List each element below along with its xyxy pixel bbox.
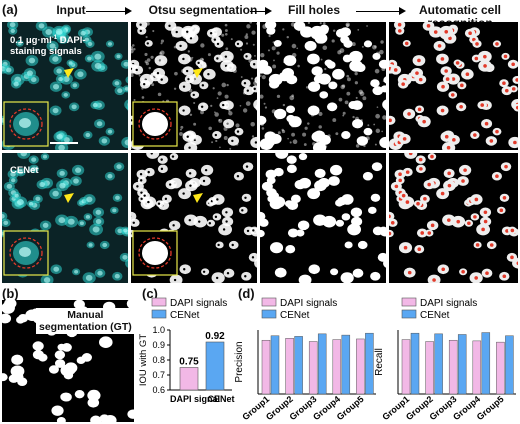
precision-ylabel: Precision — [234, 341, 245, 382]
fill-cenet-image — [260, 153, 386, 283]
iou-bar-1 — [205, 341, 225, 391]
panel-d-label: (d) — [238, 286, 255, 301]
recall-legend-label-0: DAPI signals — [420, 298, 477, 309]
arrow-2 — [250, 7, 272, 15]
precision-bar-0-1 — [285, 338, 294, 395]
iou-ytick-label-1: 0.7 — [152, 370, 165, 380]
iou-ytick-label-2: 0.8 — [152, 355, 165, 365]
recall-legend-label-1: CENet — [420, 310, 450, 321]
precision-bar-1-3 — [341, 334, 351, 395]
header-input: Input — [56, 3, 86, 17]
iou-legend-label-1: CENet — [170, 310, 200, 321]
recall-bar-0-1 — [425, 341, 434, 395]
iou-ytick-label-4: 1.0 — [152, 325, 165, 335]
precision-legend-swatch-1 — [261, 309, 277, 319]
manual-gt-line2: segmentation (GT) — [39, 321, 132, 333]
recall-bar-1-3 — [481, 332, 491, 395]
arrow-3 — [356, 7, 406, 15]
precision-legend-swatch-0 — [261, 297, 277, 307]
input-dapi-image — [2, 22, 128, 150]
row2-label: CENet — [10, 165, 39, 176]
iou-ytick-label-3: 0.9 — [152, 340, 165, 350]
panel-c-label: (c) — [142, 286, 158, 301]
panel-b-label: (b) — [2, 286, 19, 301]
recall-ylabel: Recall — [374, 348, 385, 376]
recall-bar-0-2 — [448, 339, 458, 395]
precision-legend-label-0: DAPI signals — [280, 298, 337, 309]
recall-bar-1-4 — [505, 335, 514, 395]
recognition-dapi-image — [389, 22, 518, 150]
recall-bar-1-2 — [457, 334, 467, 395]
precision-bar-1-2 — [317, 333, 327, 395]
precision-chart: PrecisionGroup1Group2Group3Group4Group5D… — [234, 297, 376, 422]
arrow-1 — [86, 7, 132, 15]
recall-bar-1-0 — [410, 332, 420, 395]
recall-bar-1-1 — [434, 333, 443, 395]
precision-bar-0-4 — [356, 338, 365, 395]
precision-bar-0-0 — [261, 339, 271, 395]
recall-legend-swatch-1 — [401, 309, 417, 319]
iou-ylabel: IOU with GT — [138, 334, 149, 386]
precision-bar-0-3 — [332, 339, 342, 395]
fill-dapi-image — [260, 22, 386, 150]
row1-label-text-b: DAPI- — [57, 35, 86, 47]
row1-label-sup: -1 — [51, 35, 58, 41]
panel-a-label: (a) — [2, 2, 18, 17]
recall-bar-0-3 — [472, 340, 482, 395]
manual-gt-line1: Manual — [67, 309, 104, 321]
precision-bar-1-0 — [270, 335, 280, 395]
header-otsu: Otsu segmentation — [148, 3, 258, 17]
iou-bar-0 — [179, 367, 199, 391]
iou-legend-swatch-0 — [151, 297, 167, 307]
precision-bar-1-1 — [294, 336, 303, 395]
input-cenet-image — [2, 153, 128, 283]
otsu-dapi-image — [131, 22, 257, 150]
recall-chart: RecallGroup1Group2Group3Group4Group5DAPI… — [374, 297, 516, 422]
iou-category-label-1: CENet — [207, 394, 234, 404]
iou-category-label-0: DAPI signal — [170, 394, 220, 404]
iou-legend-swatch-1 — [151, 309, 167, 319]
row1-label: 0.1 μg·ml-1 DAPI- staining signals — [10, 33, 86, 57]
recall-bar-0-4 — [496, 341, 505, 395]
precision-legend-label-1: CENet — [280, 310, 310, 321]
precision-bar-0-2 — [308, 341, 318, 395]
iou-legend-label-0: DAPI signals — [170, 298, 227, 309]
otsu-cenet-image — [131, 153, 257, 283]
recall-legend-swatch-0 — [401, 297, 417, 307]
precision-category-label-4: Group5 — [335, 394, 366, 422]
iou-value-label-0: 0.75 — [179, 357, 199, 368]
row1-label-line2: staining signals — [10, 46, 82, 58]
precision-bar-1-4 — [365, 332, 374, 395]
iou-value-label-1: 0.92 — [205, 331, 225, 342]
manual-gt-label: Manual segmentation (GT) — [36, 308, 135, 334]
recall-bar-0-0 — [401, 339, 411, 395]
header-fill-holes: Fill holes — [287, 3, 340, 17]
recognition-cenet-image — [389, 153, 518, 283]
recall-category-label-4: Group5 — [475, 394, 506, 422]
iou-ytick-label-0: 0.6 — [152, 385, 165, 395]
row1-label-text: 0.1 μg·ml — [10, 35, 52, 47]
